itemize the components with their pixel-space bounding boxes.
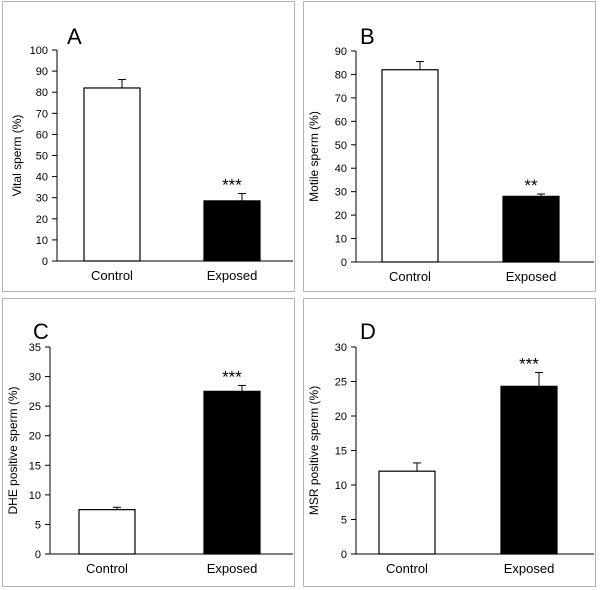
chart-b-svg: B 0 10 20 30 40 50 60 70 80 90 Motile sperm (%) Cont… (307, 24, 594, 284)
chart-panel-c: C 0 5 10 15 20 25 30 35 DHE positive sperm (%) Con… (2, 298, 295, 587)
x-category-label-a: Exposed (207, 268, 258, 283)
y-tick-label-b: 40 (335, 163, 347, 175)
panel-letter-a: A (67, 24, 82, 49)
significance-label-b: ** (524, 176, 538, 195)
y-tick-label-b: 60 (335, 116, 347, 128)
y-tick-label-c: 25 (29, 401, 41, 413)
y-tick-label-c: 35 (29, 342, 41, 354)
panel-letter-b: B (360, 24, 375, 49)
bar-control-a (83, 87, 141, 262)
y-tick-label-d: 20 (335, 411, 347, 423)
y-axis-title-b: Motile sperm (%) (307, 111, 321, 202)
y-tick-label-a: 0 (42, 256, 48, 268)
y-tick-label-a: 90 (36, 66, 48, 78)
y-tick-label-b: 30 (335, 187, 347, 199)
chart-panel-d: D 0 5 10 15 20 25 30 MSR positive sperm (%) Contr… (303, 298, 596, 587)
y-tick-label-a: 60 (36, 129, 48, 141)
y-tick-label-a: 10 (36, 235, 48, 247)
bar-exposed-b (502, 195, 560, 263)
y-tick-label-b: 80 (335, 69, 347, 81)
chart-d-svg: D 0 5 10 15 20 25 30 MSR positive sperm (%) Contr… (307, 319, 594, 576)
y-tick-label-a: 30 (36, 193, 48, 205)
y-tick-label-d: 30 (335, 342, 347, 354)
y-tick-label-a: 20 (36, 214, 48, 226)
y-tick-label-c: 10 (29, 490, 41, 502)
x-category-label-a: Control (91, 268, 133, 283)
panel-letter-c: C (33, 319, 49, 344)
y-tick-label-b: 50 (335, 140, 347, 152)
y-tick-label-a: 70 (36, 108, 48, 120)
y-tick-label-a: 40 (36, 172, 48, 184)
y-tick-label-d: 0 (341, 549, 347, 561)
chart-c-svg: C 0 5 10 15 20 25 30 35 DHE positive sperm (%) Con… (6, 319, 293, 576)
x-category-label-d: Exposed (504, 561, 555, 576)
y-tick-label-d: 10 (335, 480, 347, 492)
y-tick-label-c: 5 (35, 519, 41, 531)
bar-control-d (378, 470, 436, 555)
chart-panel-a: A 0 10 20 30 40 50 60 70 80 90 100 Vital sperm (%) Co… (2, 1, 295, 292)
y-axis-title-a: Vital sperm (%) (10, 115, 24, 197)
chart-panel-b: B 0 10 20 30 40 50 60 70 80 90 Motile sperm (%) Cont… (303, 1, 596, 292)
y-tick-label-c: 0 (35, 549, 41, 561)
x-category-label-c: Exposed (207, 561, 258, 576)
y-tick-label-c: 15 (29, 460, 41, 472)
x-category-label-b: Control (389, 269, 431, 284)
y-tick-label-b: 70 (335, 93, 347, 105)
bar-exposed-d (500, 385, 558, 555)
y-tick-label-b: 0 (341, 257, 347, 269)
significance-label-c: *** (222, 367, 242, 386)
bar-control-c (78, 509, 136, 555)
significance-label-d: *** (519, 355, 539, 374)
y-tick-label-b: 90 (335, 46, 347, 58)
x-category-label-d: Control (386, 561, 428, 576)
y-tick-label-b: 10 (335, 234, 347, 246)
y-tick-label-d: 5 (341, 515, 347, 527)
x-category-label-c: Control (86, 561, 128, 576)
bar-exposed-a (203, 200, 261, 262)
y-tick-label-c: 20 (29, 431, 41, 443)
significance-label-a: *** (222, 175, 242, 194)
y-tick-label-a: 50 (36, 151, 48, 163)
chart-a-svg: A 0 10 20 30 40 50 60 70 80 90 100 Vital sperm (%) Co… (10, 24, 293, 283)
x-category-label-b: Exposed (506, 269, 557, 284)
y-tick-label-b: 20 (335, 210, 347, 222)
y-tick-label-a: 100 (30, 45, 48, 57)
y-tick-label-c: 30 (29, 372, 41, 384)
y-axis-title-c: DHE positive sperm (%) (6, 386, 20, 514)
y-tick-label-a: 80 (36, 87, 48, 99)
y-tick-label-d: 25 (335, 377, 347, 389)
bar-control-b (381, 69, 439, 263)
panel-letter-d: D (360, 319, 376, 344)
y-tick-label-d: 15 (335, 446, 347, 458)
y-axis-title-d: MSR positive sperm (%) (307, 386, 321, 515)
bar-exposed-c (203, 390, 261, 555)
